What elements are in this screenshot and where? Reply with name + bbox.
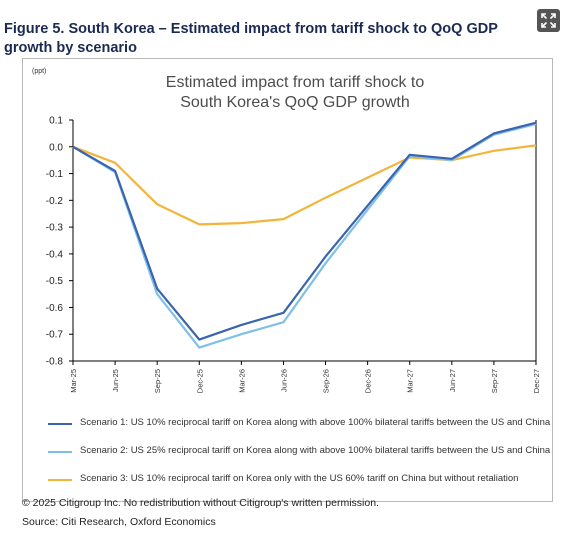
y-tick-label: -0.4: [46, 249, 64, 260]
x-tick-label: Sep-27: [490, 369, 499, 393]
legend-label-scenario-3: Scenario 3: US 10% reciprocal tariff on …: [80, 473, 519, 484]
series-line-scenario-3: [72, 144, 537, 226]
figure-title: Figure 5. South Korea – Estimated impact…: [4, 21, 498, 56]
series-group: [72, 121, 537, 349]
legend-label-scenario-1: Scenario 1: US 10% reciprocal tariff on …: [80, 417, 551, 428]
y-tick-label: -0.7: [46, 330, 64, 341]
y-tick-label: -0.3: [46, 223, 64, 234]
x-tick-label: Jun-25: [111, 369, 120, 392]
legend-swatch-scenario-1: [48, 423, 72, 425]
legend-label-scenario-2: Scenario 2: US 25% reciprocal tariff on …: [80, 445, 551, 456]
copyright-note: © 2025 Citigroup Inc. No redistribution …: [22, 497, 379, 509]
x-tick-label: Jun-26: [279, 369, 288, 392]
chart-frame: [22, 58, 553, 502]
expand-icon[interactable]: [537, 9, 560, 32]
x-tick-label: Mar-26: [237, 369, 246, 393]
x-tick-label: Jun-27: [448, 369, 457, 392]
expand-icon-glyph: [541, 13, 556, 28]
y-tick-label: 0.0: [49, 142, 63, 153]
axes-group: 0.1 0.0 -0.1 -0.2 -0.3 -0.4 -0.5 -0.6 -0.7 -0.8 Ma…: [46, 116, 541, 394]
y-axis-unit-label: (ppt): [32, 68, 46, 75]
source-note: Source: Citi Research, Oxford Economics: [22, 516, 216, 528]
x-tick-label: Mar-25: [69, 369, 78, 393]
legend-swatch-scenario-2: [48, 451, 72, 453]
y-tick-label: -0.8: [46, 357, 64, 368]
chart-title-line-1: Estimated impact from tariff shock to: [166, 74, 425, 91]
series-line-scenario-1: [72, 121, 537, 341]
x-tick-label: Sep-26: [322, 369, 331, 393]
x-tick-label: Sep-25: [153, 369, 162, 393]
legend-swatch-scenario-3: [48, 479, 72, 481]
y-tick-label: -0.6: [46, 303, 64, 314]
x-tick-label: Mar-27: [406, 369, 415, 393]
series-line-scenario-2: [72, 122, 537, 349]
y-tick-label: -0.5: [46, 276, 64, 287]
x-tick-label: Dec-26: [364, 369, 373, 393]
x-tick-label: Dec-27: [532, 369, 541, 393]
x-tick-label: Dec-25: [195, 369, 204, 393]
y-tick-label: -0.1: [46, 169, 64, 180]
chart-title-line-2: South Korea's QoQ GDP growth: [180, 94, 410, 111]
y-tick-label: 0.1: [49, 116, 63, 127]
y-tick-label: -0.2: [46, 196, 64, 207]
